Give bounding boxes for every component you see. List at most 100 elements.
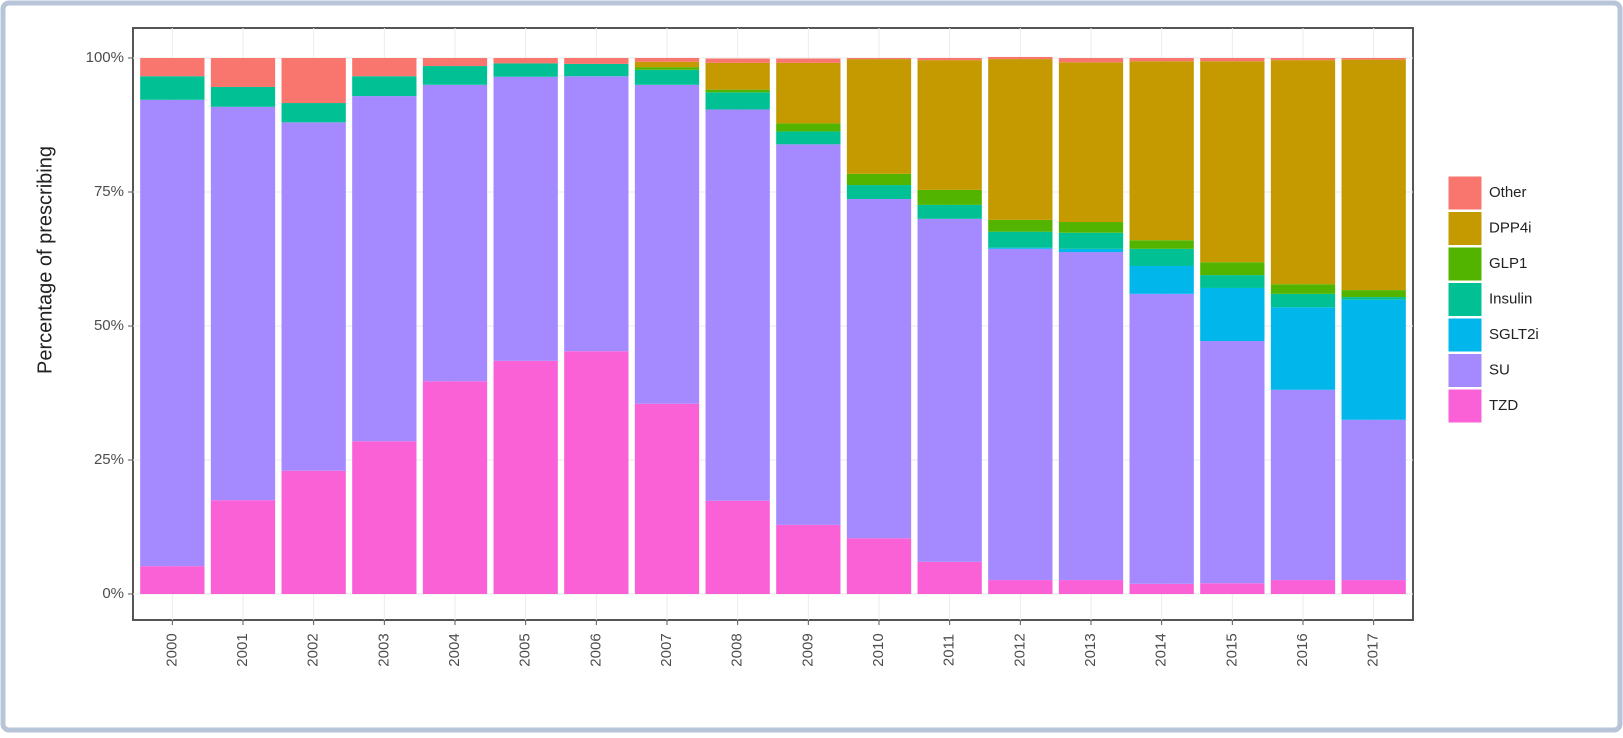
bar-segment — [846, 538, 912, 595]
bar-segment — [1058, 232, 1124, 249]
bar-segment — [776, 123, 841, 132]
bar-segment — [352, 441, 417, 595]
bar-segment — [210, 500, 276, 595]
bar-segment — [1341, 290, 1406, 298]
bar-segment — [634, 58, 700, 62]
bar-segment — [776, 144, 841, 525]
bar-segment — [1200, 275, 1265, 288]
bar-segment — [564, 351, 629, 595]
bar-segment — [705, 89, 770, 93]
bar-segment — [988, 56, 1053, 60]
bar-segment — [988, 248, 1053, 581]
bar-segment — [634, 69, 700, 85]
bar-segment — [917, 561, 982, 595]
bar-segment — [493, 76, 558, 361]
bar-segment — [846, 173, 912, 186]
bar-segment — [422, 66, 488, 85]
bar-segment — [1341, 580, 1406, 595]
bar-segment — [1270, 60, 1336, 285]
bar-segment — [352, 76, 417, 97]
legend-swatch — [1447, 282, 1483, 317]
y-tick-label: 25% — [94, 451, 124, 468]
bar-segment — [705, 62, 770, 90]
bar-segment — [1341, 58, 1406, 60]
bar-segment — [917, 204, 982, 219]
bar-segment — [1129, 61, 1194, 241]
bar-segment — [988, 580, 1053, 595]
bar-segment — [705, 500, 770, 595]
bar-segment — [776, 62, 841, 124]
bar-segment — [776, 131, 841, 145]
bar-segment — [1129, 265, 1194, 294]
legend-label: SU — [1489, 361, 1510, 378]
bar-segment — [776, 524, 841, 595]
x-tick-label: 2008 — [729, 633, 746, 666]
x-tick-label: 2009 — [799, 633, 816, 666]
legend-label: Insulin — [1489, 290, 1532, 307]
y-tick-label: 100% — [86, 49, 124, 66]
bar-segment — [493, 360, 558, 595]
x-tick-label: 2014 — [1153, 633, 1170, 666]
bar-segment — [281, 58, 346, 104]
bar-segment — [988, 59, 1053, 220]
x-tick-label: 2015 — [1223, 633, 1240, 666]
legend-label: GLP1 — [1489, 255, 1527, 272]
bar-segment — [140, 58, 205, 77]
bar-segment — [846, 59, 912, 174]
bar-segment — [1129, 293, 1194, 584]
bar-segment — [1129, 58, 1194, 62]
x-tick-label: 2011 — [941, 634, 958, 666]
bar-segment — [1341, 419, 1406, 581]
bar-segment — [988, 231, 1053, 248]
y-tick-label: 75% — [94, 183, 124, 200]
bar-segment — [140, 566, 205, 595]
bar-segment — [422, 84, 488, 382]
bar-segment — [917, 218, 982, 562]
x-tick-label: 2001 — [234, 633, 251, 666]
bar-segment — [917, 60, 982, 190]
legend-swatch — [1447, 317, 1483, 353]
bar-segment — [564, 63, 629, 77]
bar-segment — [634, 67, 700, 70]
x-tick-label: 2002 — [305, 633, 322, 666]
bar-segment — [564, 76, 629, 352]
bar-segment — [1058, 222, 1124, 233]
bar-segment — [281, 122, 346, 471]
bar-segment — [281, 103, 346, 123]
bar-segment — [140, 76, 205, 100]
bar-segment — [210, 86, 276, 107]
bar-segment — [705, 58, 770, 63]
bar-segment — [1341, 299, 1406, 420]
y-tick-label: 0% — [102, 585, 124, 602]
x-tick-label: 2013 — [1082, 633, 1099, 666]
bar-segment — [1200, 287, 1265, 342]
bar-segment — [352, 58, 417, 77]
legend-label: DPP4i — [1489, 219, 1532, 236]
legend-swatch — [1447, 388, 1483, 424]
bar-segment — [917, 58, 982, 61]
x-tick-label: 2006 — [587, 633, 604, 666]
x-tick-label: 2007 — [658, 633, 675, 666]
bar-segment — [281, 470, 346, 595]
x-tick-label: 2010 — [870, 633, 887, 666]
x-tick-label: 2005 — [517, 633, 534, 666]
bar-segment — [1341, 59, 1406, 291]
x-tick-label: 2012 — [1011, 633, 1028, 666]
bar-segment — [493, 63, 558, 77]
legend-label: SGLT2i — [1489, 326, 1539, 343]
x-tick-label: 2017 — [1365, 633, 1382, 666]
bar-segment — [1270, 284, 1336, 294]
legend-label: TZD — [1489, 397, 1518, 414]
bar-segment — [140, 99, 205, 567]
y-axis-label: Percentage of prescribing — [34, 146, 56, 374]
bar-segment — [1200, 262, 1265, 276]
bar-segment — [210, 58, 276, 87]
bar-segment — [846, 185, 912, 199]
legend-label: Other — [1489, 184, 1527, 201]
bar-segment — [1270, 58, 1336, 61]
bar-segment — [1200, 583, 1265, 595]
bar-segment — [634, 61, 700, 68]
bar-segment — [422, 58, 488, 67]
bar-segment — [988, 219, 1053, 232]
bar-segment — [1129, 248, 1194, 266]
